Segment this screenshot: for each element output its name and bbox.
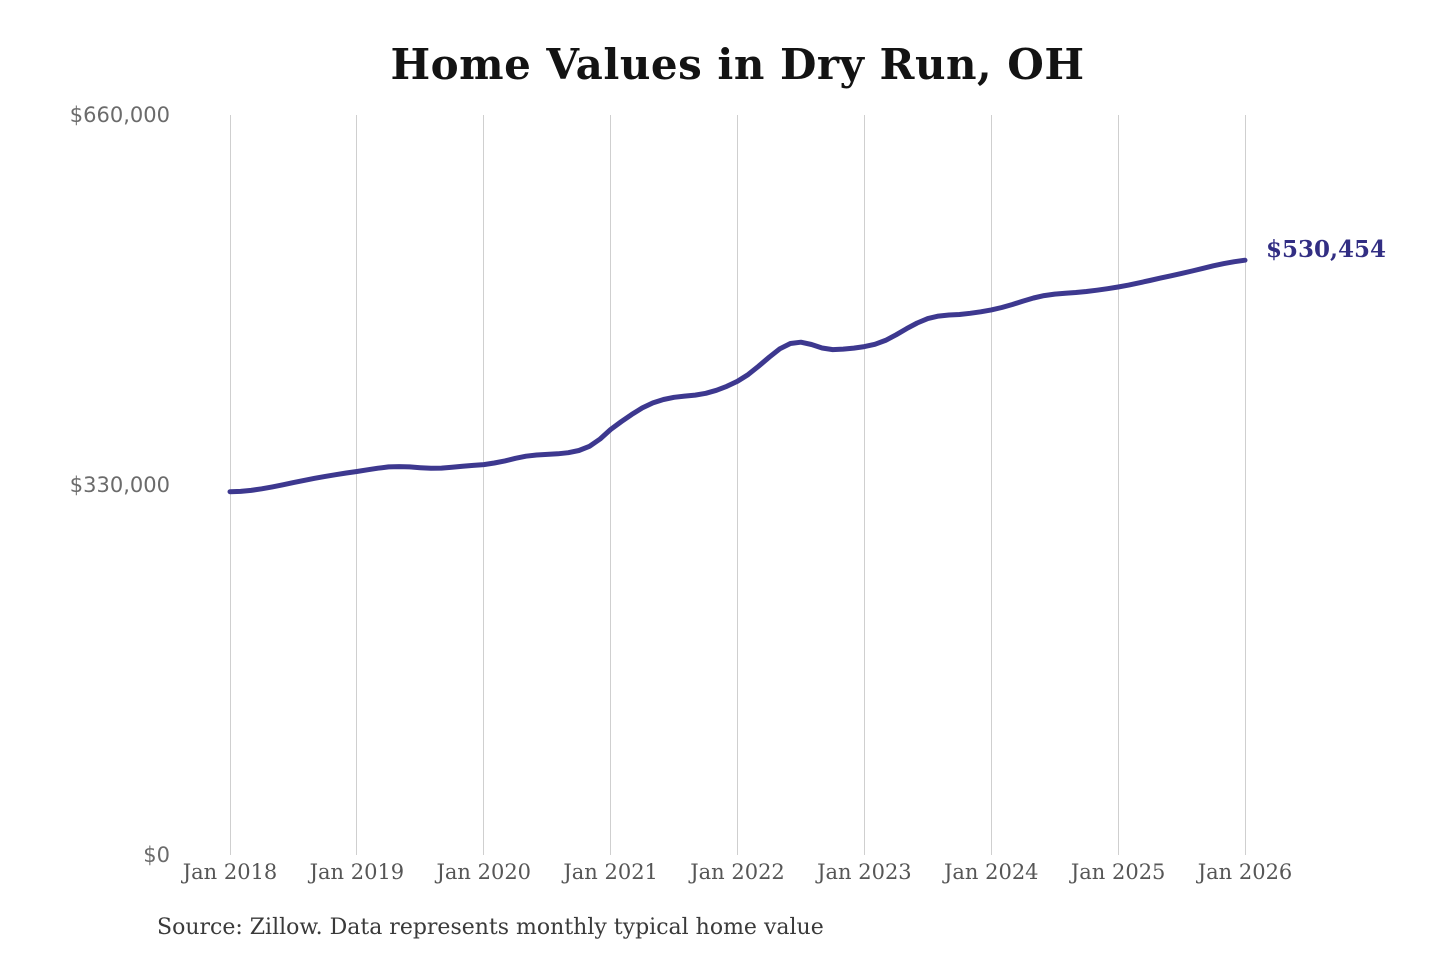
y-axis-tick-label: $660,000: [69, 103, 170, 127]
gridline-jan-2024: [990, 115, 992, 855]
gridline-jan-2018: [229, 115, 231, 855]
x-axis-tick-label: Jan 2022: [690, 860, 785, 884]
gridline-jan-2025: [1117, 115, 1119, 855]
gridline-jan-2023: [863, 115, 865, 855]
y-axis-tick-label: $0: [143, 843, 170, 867]
chart-title: Home Values in Dry Run, OH: [390, 40, 1085, 89]
gridline-jan-2019: [356, 115, 358, 855]
x-axis-tick-label: Jan 2020: [436, 860, 532, 884]
gridline-jan-2020: [483, 115, 485, 855]
y-axis-tick-label: $330,000: [69, 473, 170, 497]
x-axis-tick-label: Jan 2024: [943, 860, 1039, 884]
gridline-jan-2026: [1244, 115, 1246, 855]
gridline-jan-2021: [610, 115, 612, 855]
x-axis-tick-label: Jan 2019: [309, 860, 405, 884]
x-axis-tick-label: Jan 2018: [182, 860, 278, 884]
x-axis-tick-label: Jan 2021: [563, 860, 658, 884]
x-axis-tick-label: Jan 2023: [817, 860, 912, 884]
x-axis-tick-label: Jan 2025: [1070, 860, 1166, 884]
home-value-line-series: [227, 257, 1248, 495]
x-axis-tick-label: Jan 2026: [1197, 860, 1293, 884]
latest-value-label: $530,454: [1266, 236, 1387, 263]
gridline-jan-2022: [737, 115, 738, 855]
source-note: Source: Zillow. Data represents monthly …: [157, 915, 824, 940]
